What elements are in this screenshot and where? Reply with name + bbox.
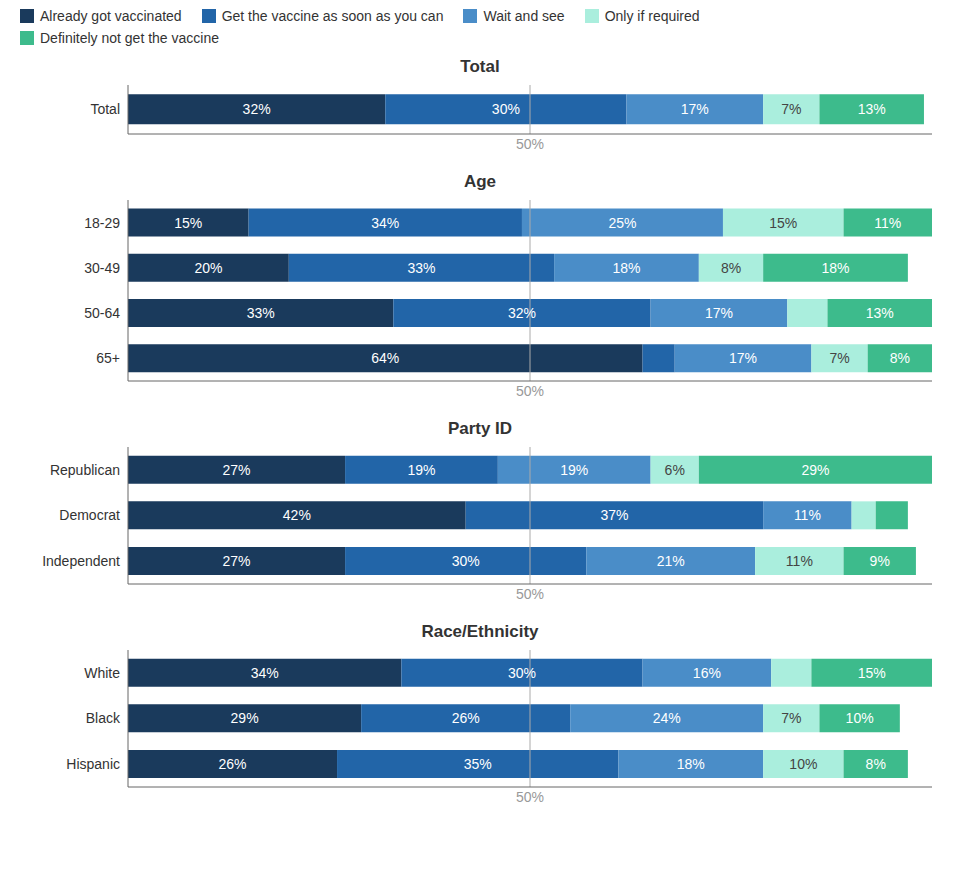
svg-text:30-49: 30-49: [84, 260, 120, 276]
svg-text:42%: 42%: [283, 507, 311, 523]
svg-text:19%: 19%: [407, 462, 435, 478]
svg-text:7%: 7%: [781, 710, 801, 726]
html-text:Get the vaccine as soon as you: Get the vaccine as soon as you can: [221, 8, 444, 24]
html-text:Definitely not get the vaccine: Definitely not get the vaccine: [40, 30, 219, 46]
svg-text:50-64: 50-64: [84, 305, 120, 321]
html-text:Race/Ethnicity: Race/Ethnicity: [421, 622, 539, 641]
svg-text:50%: 50%: [516, 383, 544, 399]
svg-text:29%: 29%: [231, 710, 259, 726]
svg-text:30%: 30%: [508, 665, 536, 681]
svg-text:15%: 15%: [769, 215, 797, 231]
html-text:Only if required: Only if required: [604, 8, 700, 24]
svg-text:64%: 64%: [371, 350, 399, 366]
svg-text:18%: 18%: [677, 756, 705, 772]
html-text:Total: Total: [460, 57, 500, 76]
svg-text:13%: 13%: [866, 305, 894, 321]
svg-text:50%: 50%: [516, 136, 544, 152]
svg-text:50%: 50%: [516, 789, 544, 805]
svg-text:8%: 8%: [890, 350, 910, 366]
svg-text:Democrat: Democrat: [59, 507, 120, 523]
svg-text:30%: 30%: [452, 553, 480, 569]
svg-text:32%: 32%: [508, 305, 536, 321]
svg-text:10%: 10%: [846, 710, 874, 726]
svg-text:Total: Total: [90, 101, 120, 117]
svg-text:White: White: [84, 665, 120, 681]
svg-text:35%: 35%: [464, 756, 492, 772]
svg-text:24%: 24%: [653, 710, 681, 726]
svg-text:27%: 27%: [223, 462, 251, 478]
svg-text:17%: 17%: [681, 101, 709, 117]
svg-text:30%: 30%: [492, 101, 520, 117]
svg-text:Republican: Republican: [50, 462, 120, 478]
svg-text:26%: 26%: [219, 756, 247, 772]
svg-text:8%: 8%: [866, 756, 886, 772]
svg-text:16%: 16%: [693, 665, 721, 681]
svg-text:20%: 20%: [194, 260, 222, 276]
svg-text:13%: 13%: [858, 101, 886, 117]
svg-text:Black: Black: [86, 710, 121, 726]
svg-text:32%: 32%: [243, 101, 271, 117]
svg-text:34%: 34%: [371, 215, 399, 231]
svg-text:15%: 15%: [858, 665, 886, 681]
svg-text:18%: 18%: [612, 260, 640, 276]
html-text:Already got vaccinated: Already got vaccinated: [40, 8, 182, 24]
svg-text:37%: 37%: [600, 507, 628, 523]
svg-text:25%: 25%: [608, 215, 636, 231]
html-text:Wait and see: Wait and see: [483, 8, 565, 24]
svg-text:29%: 29%: [801, 462, 829, 478]
svg-text:17%: 17%: [705, 305, 733, 321]
svg-text:33%: 33%: [407, 260, 435, 276]
svg-text:9%: 9%: [870, 553, 890, 569]
svg-text:19%: 19%: [560, 462, 588, 478]
svg-text:18-29: 18-29: [84, 215, 120, 231]
svg-text:10%: 10%: [789, 756, 817, 772]
svg-text:8%: 8%: [721, 260, 741, 276]
svg-text:7%: 7%: [781, 101, 801, 117]
svg-text:26%: 26%: [452, 710, 480, 726]
svg-text:11%: 11%: [794, 507, 821, 523]
svg-text:7%: 7%: [829, 350, 849, 366]
svg-text:17%: 17%: [729, 350, 757, 366]
svg-text:15%: 15%: [174, 215, 202, 231]
svg-text:50%: 50%: [516, 586, 544, 602]
svg-text:34%: 34%: [251, 665, 279, 681]
svg-text:65+: 65+: [96, 350, 120, 366]
html-text:Age: Age: [463, 172, 497, 191]
svg-text:Hispanic: Hispanic: [66, 756, 120, 772]
svg-text:27%: 27%: [223, 553, 251, 569]
svg-text:21%: 21%: [657, 553, 685, 569]
svg-text:Independent: Independent: [42, 553, 120, 569]
svg-text:6%: 6%: [665, 462, 685, 478]
svg-text:33%: 33%: [247, 305, 275, 321]
svg-text:18%: 18%: [822, 260, 850, 276]
svg-text:11%: 11%: [874, 215, 901, 231]
html-text:Party ID: Party ID: [447, 419, 513, 438]
svg-text:11%: 11%: [786, 553, 813, 569]
